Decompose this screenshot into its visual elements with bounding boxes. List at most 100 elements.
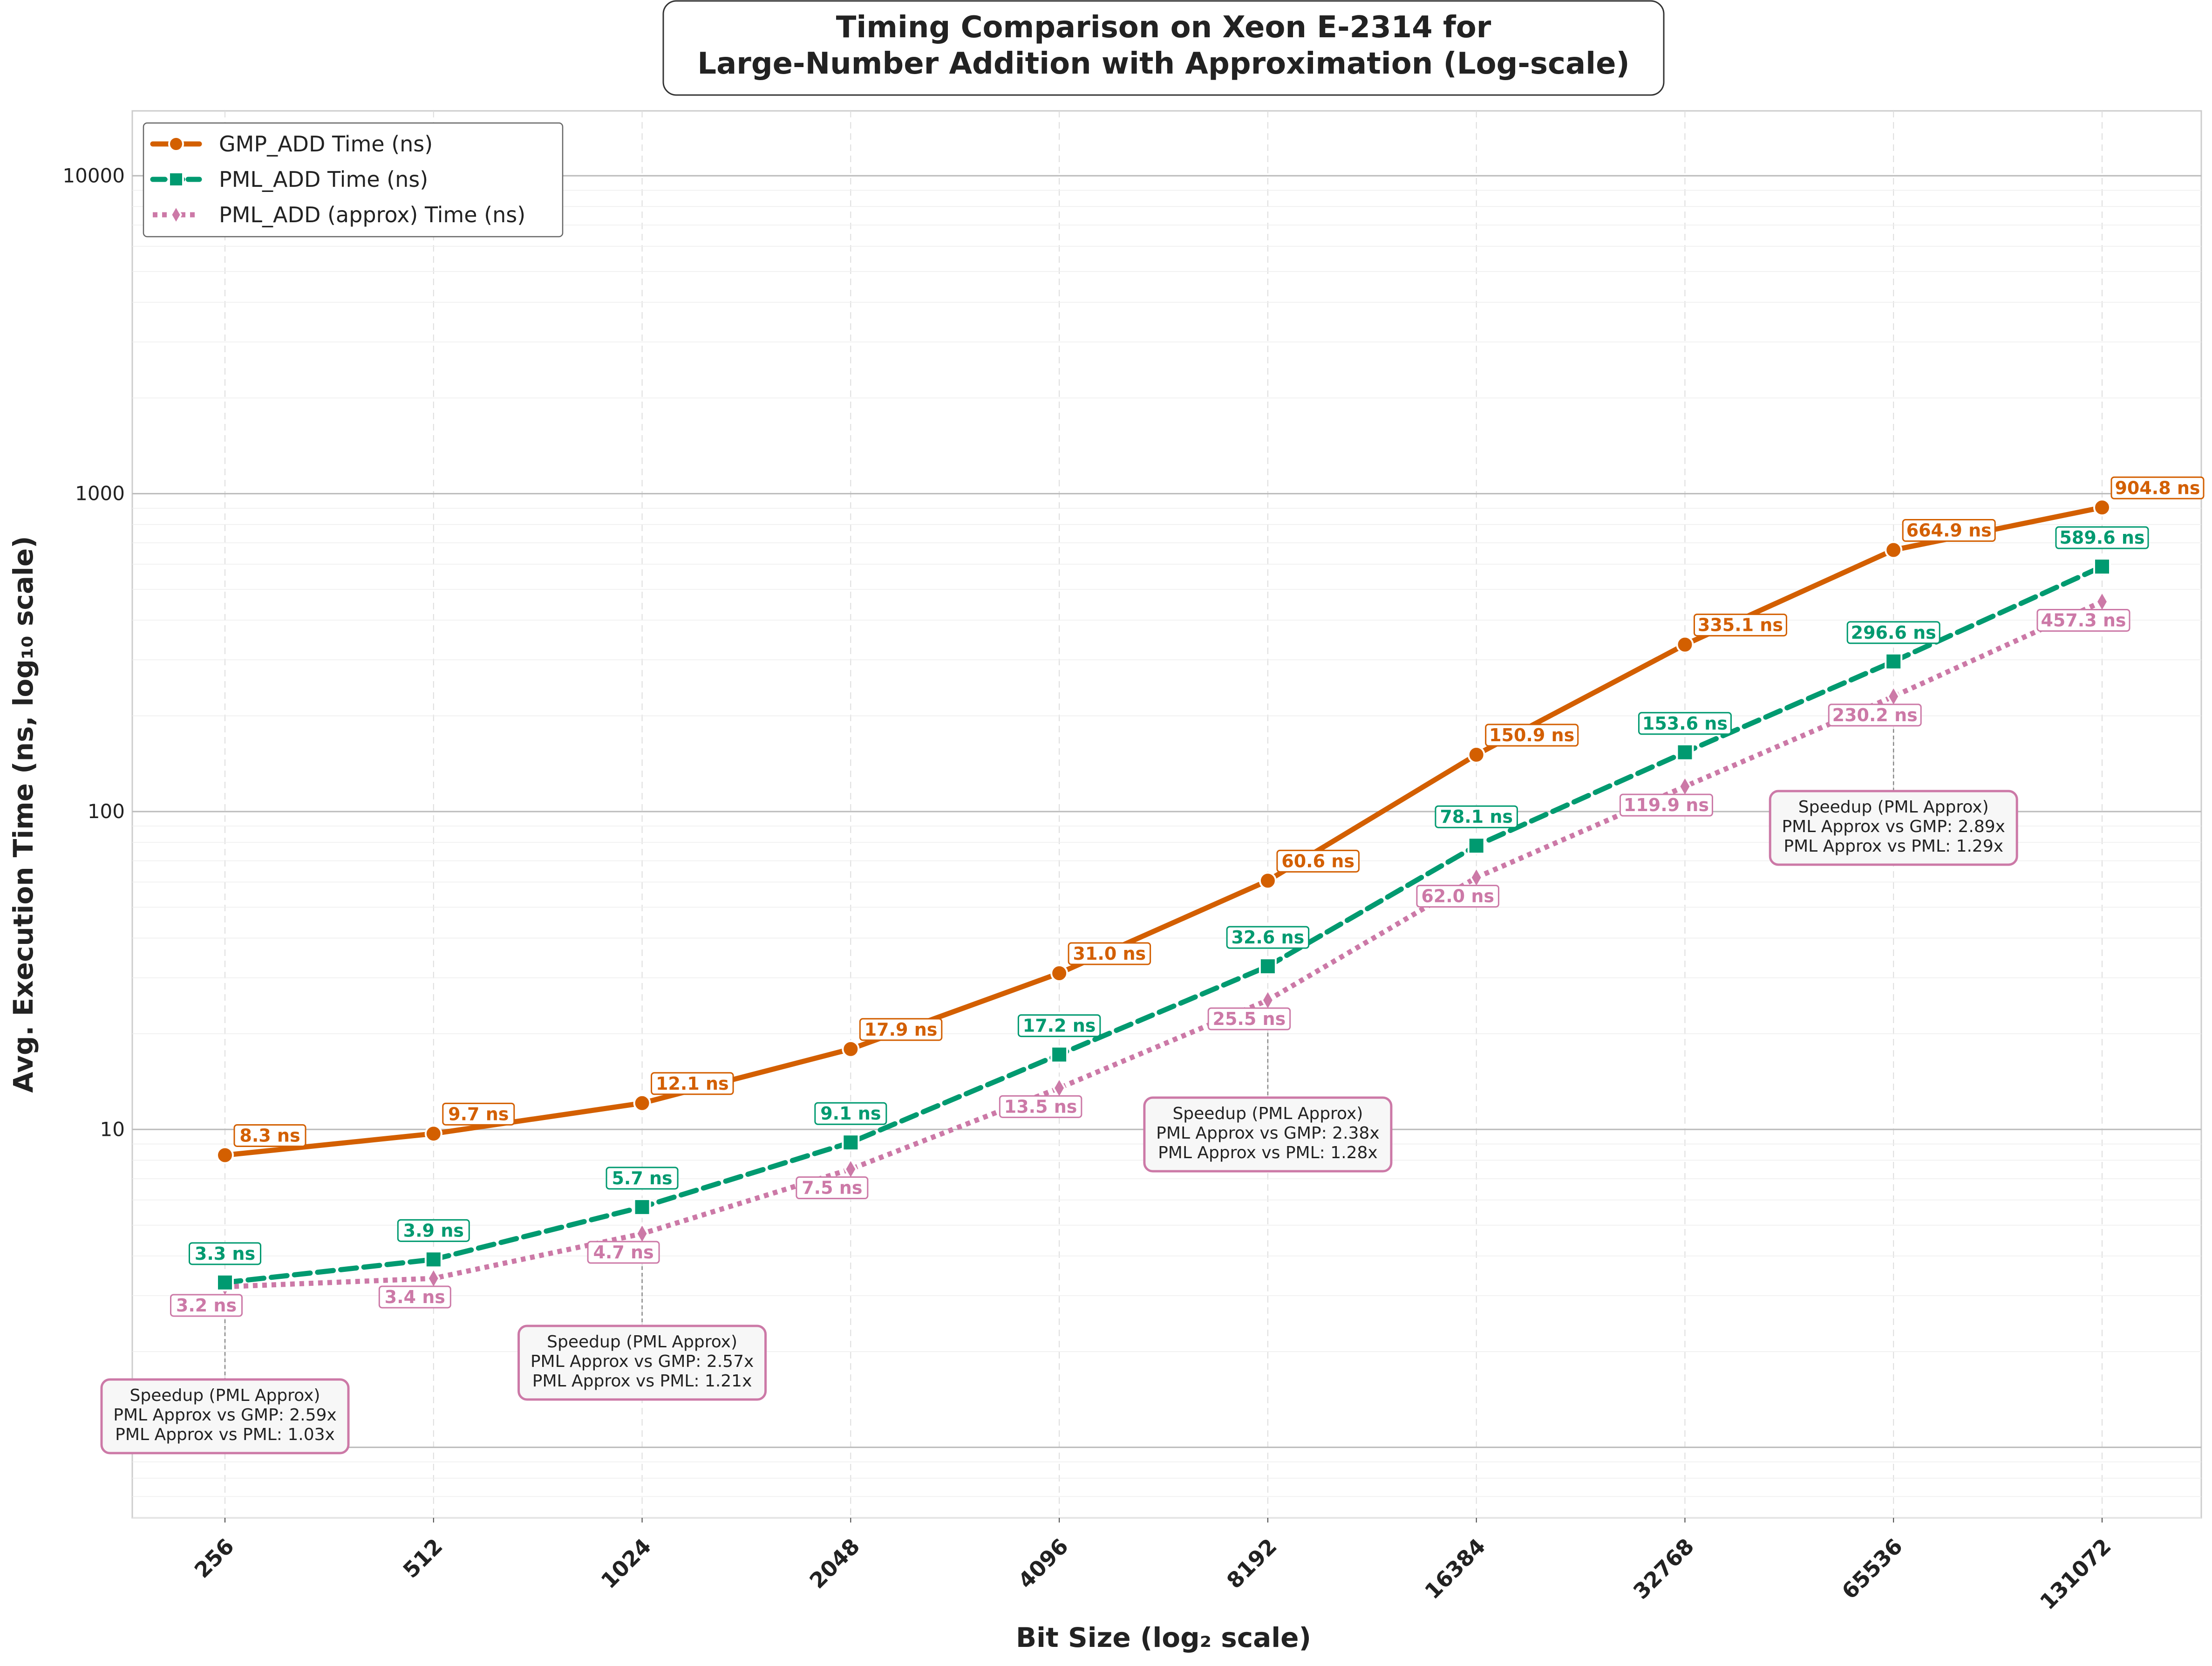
data-label-box — [1638, 712, 1732, 735]
title-line-2: Large-Number Addition with Approximation… — [697, 47, 1629, 81]
data-label-layer: 8.3 ns 9.7 ns 12.1 ns 17.9 ns 31.0 ns 60.6 ns… — [170, 476, 2205, 1317]
data-label-text: 62.0 ns — [1421, 886, 1494, 907]
data-label: 62.0 ns — [1416, 885, 1499, 908]
data-label: 335.1 ns — [1693, 614, 1787, 637]
data-label-box — [1416, 885, 1499, 908]
data-label-box — [378, 1285, 451, 1309]
data-label-text: 457.3 ns — [2041, 610, 2126, 630]
data-label-box — [1226, 926, 1310, 949]
data-label-box — [587, 1241, 660, 1264]
data-label: 9.7 ns — [442, 1102, 515, 1126]
data-label-text: 589.6 ns — [2059, 527, 2144, 548]
data-point — [2093, 498, 2111, 517]
data-label: 589.6 ns — [2055, 526, 2149, 549]
x-axis-label: Bit Size (log₂ scale) — [1016, 1622, 1311, 1653]
data-point — [1885, 541, 1903, 559]
y-axis-label: Avg. Execution Time (ns, log₁₀ scale) — [7, 536, 39, 1092]
x-tick-label: 2048 — [804, 1534, 864, 1594]
speedup-annotation: Speedup (PML Approx)PML Approx vs GMP: 2… — [1769, 729, 2018, 866]
annotation-text: Speedup (PML Approx) — [547, 1332, 737, 1352]
data-label-box — [1435, 805, 1518, 828]
data-label: 296.6 ns — [1846, 621, 1940, 644]
title-line-1: Timing Comparison on Xeon E-2314 for — [836, 10, 1491, 45]
data-label-text: 230.2 ns — [1832, 705, 1918, 725]
data-label-box — [606, 1167, 679, 1190]
data-label-text: 119.9 ns — [1624, 795, 1709, 815]
data-label-box — [859, 1018, 943, 1041]
data-label-box — [1068, 942, 1151, 965]
data-label-text: 17.2 ns — [1023, 1016, 1096, 1036]
data-label-box — [1207, 1007, 1291, 1031]
data-label: 8.3 ns — [233, 1124, 306, 1147]
legend-label: PML_ADD (approx) Time (ns) — [219, 202, 525, 227]
x-tick-label: 65536 — [1837, 1534, 1907, 1604]
data-label-box — [442, 1102, 515, 1126]
x-tick-label: 8192 — [1222, 1534, 1282, 1594]
x-tick-label: 256 — [190, 1534, 239, 1583]
y-tick-label: 100 — [88, 800, 125, 823]
x-tick-label: 16384 — [1420, 1534, 1490, 1604]
annotation-text: PML Approx vs GMP: 2.57x — [531, 1352, 754, 1371]
data-label: 664.9 ns — [1902, 519, 1996, 542]
data-point — [168, 136, 184, 152]
data-label-box — [397, 1219, 470, 1242]
data-label-text: 78.1 ns — [1440, 806, 1513, 827]
annotation-text: Speedup (PML Approx) — [1172, 1104, 1363, 1123]
data-point — [1259, 872, 1277, 890]
data-point — [1050, 964, 1069, 983]
data-label: 230.2 ns — [1828, 703, 1922, 727]
annotation-layer: Speedup (PML Approx)PML Approx vs GMP: 2… — [100, 729, 2018, 1454]
data-label-box — [651, 1072, 734, 1095]
data-label: 3.4 ns — [378, 1285, 451, 1309]
data-label-text: 5.7 ns — [612, 1168, 672, 1188]
x-tick-label: 1024 — [596, 1534, 656, 1594]
data-label: 3.9 ns — [397, 1219, 470, 1242]
data-label-text: 31.0 ns — [1073, 943, 1146, 964]
annotation-text: PML Approx vs GMP: 2.59x — [113, 1406, 336, 1425]
series-line — [222, 564, 2105, 1285]
data-label: 13.5 ns — [999, 1095, 1082, 1118]
y-tick-label: 10 — [100, 1118, 125, 1140]
data-point — [170, 204, 183, 225]
data-label-text: 7.5 ns — [802, 1178, 862, 1198]
annotation-text: Speedup (PML Approx) — [1798, 798, 1989, 817]
data-label-text: 335.1 ns — [1698, 615, 1783, 635]
data-label: 7.5 ns — [796, 1176, 869, 1200]
title-box — [662, 0, 1665, 96]
data-label-text: 8.3 ns — [239, 1126, 300, 1146]
data-label: 32.6 ns — [1226, 926, 1310, 949]
grid — [132, 111, 2201, 1518]
annotation-box — [100, 1378, 350, 1454]
data-label: 31.0 ns — [1068, 942, 1151, 965]
speedup-annotation: Speedup (PML Approx)PML Approx vs GMP: 2… — [1143, 1032, 1393, 1173]
data-label-box — [2110, 476, 2205, 499]
series-line — [222, 505, 2105, 1158]
data-label: 12.1 ns — [651, 1072, 734, 1095]
data-label-box — [1017, 1014, 1101, 1038]
data-label-text: 150.9 ns — [1489, 725, 1574, 745]
data-point — [842, 1133, 860, 1152]
data-label-box — [233, 1124, 306, 1147]
data-label-box — [1693, 614, 1787, 637]
data-label-box — [2055, 526, 2149, 549]
data-label: 119.9 ns — [1619, 793, 1713, 817]
data-label-box — [814, 1102, 887, 1125]
series-layer — [216, 498, 2111, 1299]
legend-label: PML_ADD Time (ns) — [219, 167, 428, 192]
data-label-box — [1276, 849, 1360, 873]
x-tick-label: 512 — [398, 1534, 447, 1583]
data-label-box — [1485, 724, 1579, 747]
data-label: 5.7 ns — [606, 1167, 679, 1190]
data-label: 150.9 ns — [1485, 724, 1579, 747]
annotation-text: PML Approx vs PML: 1.28x — [1158, 1143, 1378, 1162]
data-label-text: 12.1 ns — [656, 1073, 729, 1094]
data-label-box — [170, 1294, 243, 1317]
data-point — [1676, 743, 1694, 761]
data-label-text: 3.2 ns — [176, 1295, 237, 1316]
data-label-text: 3.9 ns — [403, 1220, 464, 1241]
chart-title: Timing Comparison on Xeon E-2314 for Lar… — [662, 0, 1665, 96]
data-label: 17.9 ns — [859, 1018, 943, 1041]
data-label-box — [1846, 621, 1940, 644]
data-point — [1467, 746, 1485, 764]
